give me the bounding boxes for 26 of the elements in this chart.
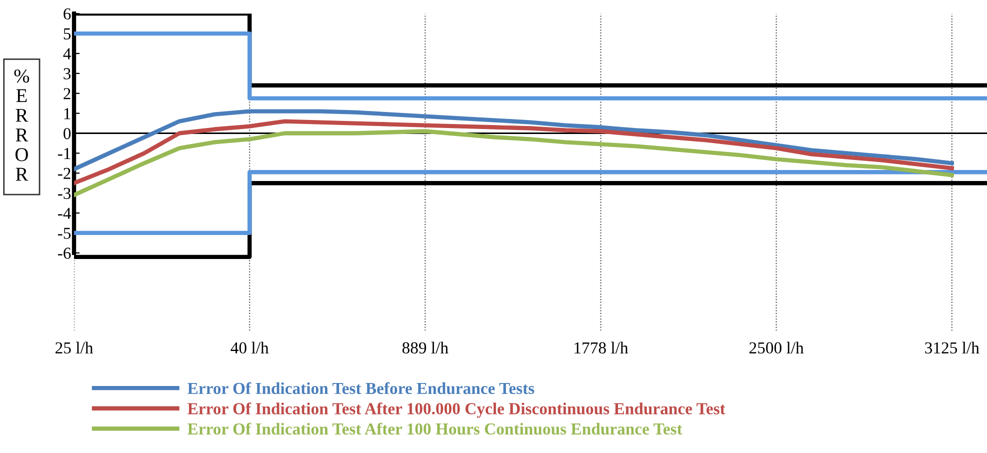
y-tick-label: -3 bbox=[58, 188, 71, 200]
x-tick-label: 3125 l/h bbox=[925, 342, 980, 354]
y-tick-label: -1 bbox=[58, 148, 70, 159]
y-axis-title: %ERROR bbox=[14, 69, 30, 181]
line-series bbox=[74, 109, 954, 172]
y-tick-label: -2 bbox=[58, 168, 70, 179]
x-tick-label: 1778 l/h bbox=[574, 342, 628, 354]
y-tick-label: 5 bbox=[64, 28, 71, 40]
y-tick-label: -4 bbox=[58, 208, 71, 219]
y-tick-label: -5 bbox=[58, 228, 71, 239]
x-tick-label: 40 l/h bbox=[230, 342, 269, 354]
x-tick-label: 889 l/h bbox=[402, 342, 448, 354]
y-tick-label: 6 bbox=[64, 8, 71, 20]
line-series bbox=[74, 129, 954, 198]
line-series bbox=[74, 119, 954, 186]
y-tick-label: 2 bbox=[64, 88, 70, 100]
text: Error Of Indication Test After 100.000 Cycle Discontinuous Endurance Test bbox=[188, 402, 726, 418]
text: Error Of Indication Test After 100 Hours Continuous Endurance Test bbox=[188, 422, 682, 435]
text: Error Of Indication Test Before Endurance Tests bbox=[188, 382, 534, 394]
y-tick-label: 0 bbox=[64, 128, 71, 140]
y-tick-label: 1 bbox=[64, 108, 70, 120]
y-tick-label: 4 bbox=[63, 48, 71, 60]
x-tick-label: 25 l/h bbox=[56, 342, 94, 354]
y-tick-label: -6 bbox=[58, 248, 71, 259]
x-tick-label: 2500 l/h bbox=[750, 342, 804, 354]
y-tick-label: 3 bbox=[64, 68, 71, 80]
